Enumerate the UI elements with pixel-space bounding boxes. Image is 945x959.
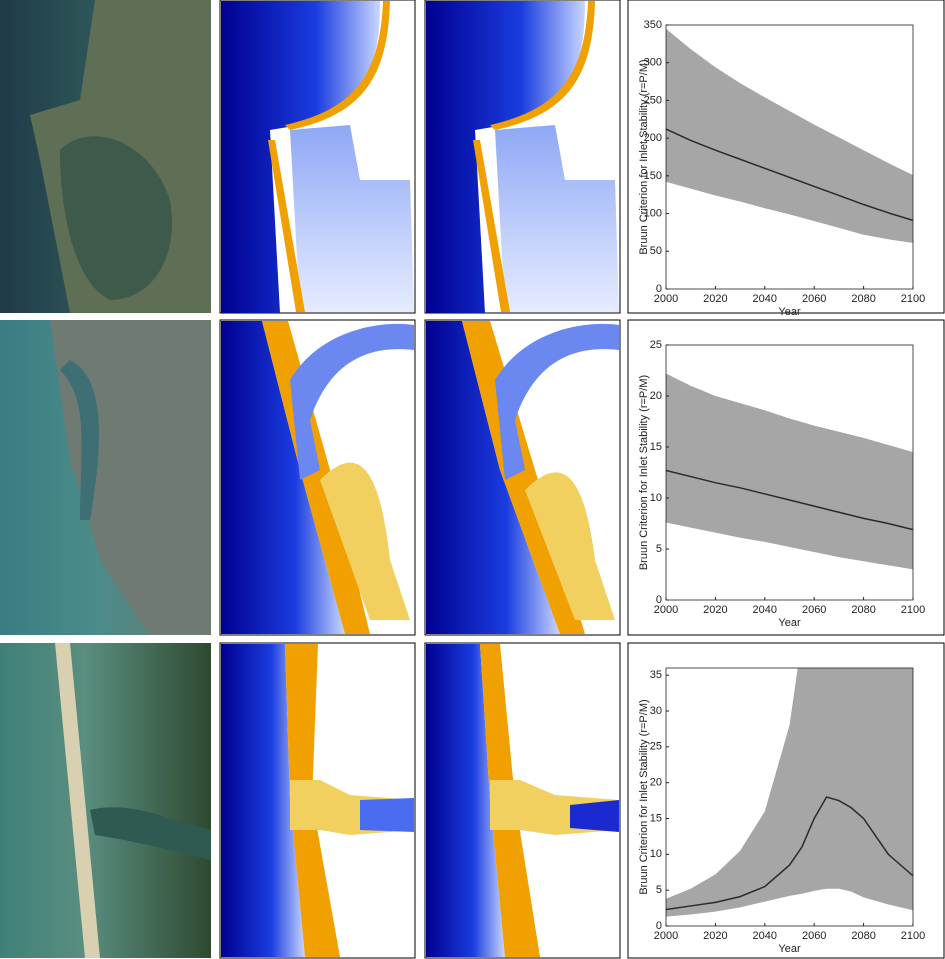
x-tick-label: 2060 (802, 293, 826, 305)
satellite-image (0, 643, 211, 958)
median-line (666, 469, 913, 531)
x-tick-label: 2020 (703, 293, 727, 305)
y-tick-label: 150 (644, 170, 662, 182)
satellite-image (0, 0, 211, 313)
y-tick-label: 20 (650, 390, 662, 402)
y-tick-label: 0 (656, 920, 662, 932)
x-tick-label: 2100 (901, 604, 925, 616)
x-tick-label: 2060 (802, 930, 826, 942)
model-map (424, 642, 621, 959)
model-map (219, 319, 416, 636)
x-tick-label: 2000 (654, 604, 678, 616)
median-line (666, 796, 913, 911)
plot-frame (665, 667, 914, 927)
y-tick-label: 100 (644, 207, 662, 219)
plot-frame (665, 344, 914, 601)
x-tick-label: 2080 (851, 604, 875, 616)
y-tick-label: 15 (650, 812, 662, 824)
y-tick-label: 10 (650, 848, 662, 860)
x-tick-label: 2040 (753, 604, 777, 616)
y-axis-label: Bruun Criterion for Inlet Stability (r=P… (638, 59, 650, 254)
x-tick-label: 2000 (654, 930, 678, 942)
y-tick-label: 15 (650, 441, 662, 453)
satellite-image (0, 320, 211, 635)
model-map (424, 0, 621, 314)
y-tick-label: 35 (650, 669, 662, 681)
y-axis-label: Bruun Criterion for Inlet Stability (r=P… (638, 375, 650, 570)
y-axis-label: Bruun Criterion for Inlet Stability (r=P… (638, 699, 650, 894)
x-tick-label: 2060 (802, 604, 826, 616)
model-map (424, 319, 621, 636)
x-tick-label: 2040 (753, 293, 777, 305)
plot-area (666, 28, 913, 243)
x-tick-label: 2080 (851, 930, 875, 942)
y-tick-label: 350 (644, 19, 662, 31)
y-tick-label: 5 (656, 884, 662, 896)
y-tick-label: 25 (650, 741, 662, 753)
plot-area (666, 668, 913, 917)
y-tick-label: 25 (650, 339, 662, 351)
plot-frame (665, 24, 914, 290)
y-tick-label: 0 (656, 283, 662, 295)
x-axis-label: Year (778, 943, 801, 955)
x-axis-label: Year (778, 306, 801, 318)
chart-panel (627, 0, 945, 314)
x-tick-label: 2040 (753, 930, 777, 942)
uncertainty-band (666, 668, 913, 917)
x-tick-label: 2100 (901, 293, 925, 305)
y-tick-label: 30 (650, 705, 662, 717)
uncertainty-band (666, 28, 913, 243)
x-tick-label: 2020 (703, 604, 727, 616)
x-tick-label: 2020 (703, 930, 727, 942)
y-tick-label: 200 (644, 132, 662, 144)
chart-panel (627, 642, 945, 959)
y-tick-label: 50 (650, 245, 662, 257)
model-map (219, 642, 416, 959)
x-axis-label: Year (778, 617, 801, 629)
y-tick-label: 0 (656, 594, 662, 606)
y-tick-label: 5 (656, 543, 662, 555)
model-map (219, 0, 416, 314)
median-line (666, 128, 913, 222)
y-tick-label: 250 (644, 94, 662, 106)
plot-area (666, 373, 913, 570)
y-tick-label: 300 (644, 57, 662, 69)
x-tick-label: 2100 (901, 930, 925, 942)
x-tick-label: 2080 (851, 293, 875, 305)
uncertainty-band (666, 373, 913, 570)
y-tick-label: 10 (650, 492, 662, 504)
y-tick-label: 20 (650, 777, 662, 789)
x-tick-label: 2000 (654, 293, 678, 305)
chart-panel (627, 319, 945, 636)
